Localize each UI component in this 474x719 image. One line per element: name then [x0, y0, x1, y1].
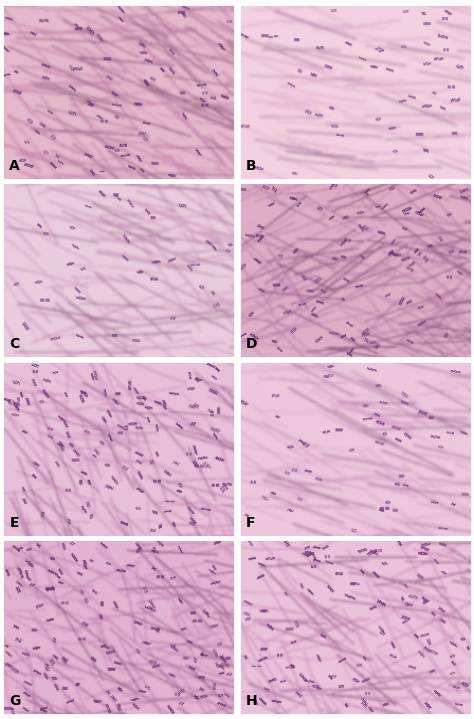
Text: C: C: [9, 337, 19, 351]
Text: F: F: [246, 516, 255, 530]
Text: G: G: [9, 695, 21, 708]
Text: D: D: [246, 337, 257, 351]
Text: E: E: [9, 516, 19, 530]
Text: H: H: [246, 695, 257, 708]
Text: B: B: [246, 158, 256, 173]
Text: A: A: [9, 158, 20, 173]
